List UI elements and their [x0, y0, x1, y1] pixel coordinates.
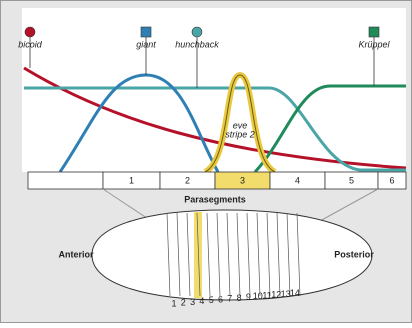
segment-number: 6	[218, 294, 223, 304]
gene-marker	[141, 27, 151, 37]
parasegment-label: 2	[185, 175, 190, 185]
parasegments-title: Parasegments	[184, 194, 246, 204]
figure: evestripe 2bicoidgianthunchbackKrüppel 1…	[0, 0, 412, 323]
posterior-label: Posterior	[334, 249, 374, 259]
segment-number: 1	[171, 298, 176, 308]
embryo-outline	[92, 210, 372, 300]
anterior-label: Anterior	[58, 249, 94, 259]
parasegment-label: 6	[389, 175, 394, 185]
segment-number: 2	[181, 298, 186, 308]
parasegment-label: 5	[349, 175, 354, 185]
segment-number: 7	[227, 294, 232, 304]
segment-number: 8	[237, 293, 242, 303]
segment-number: 3	[190, 297, 195, 307]
gene-label: bicoid	[18, 39, 43, 49]
segment-number: 5	[209, 295, 214, 305]
expression-panel	[22, 8, 406, 172]
segment-number: 14	[290, 288, 300, 298]
eve-stripe	[194, 212, 202, 298]
parasegment-bar: 1 2 3 4 5 6	[28, 172, 406, 189]
gene-marker	[192, 27, 202, 37]
gene-marker	[369, 27, 379, 37]
segment-number: 10	[253, 291, 263, 301]
parasegment-label: 1	[129, 175, 134, 185]
gene-label: hunchback	[175, 39, 219, 49]
segment-number: 11	[262, 290, 271, 300]
gene-marker	[25, 27, 35, 37]
gene-label: giant	[136, 39, 156, 49]
segment-number: 4	[199, 296, 204, 306]
parasegment-label: 4	[295, 175, 300, 185]
parasegment-label: 3	[240, 175, 245, 185]
gene-label: Krüppel	[358, 39, 390, 49]
segment-number: 9	[246, 292, 251, 302]
parasegment-cell	[28, 172, 103, 189]
eve-label: stripe 2	[225, 129, 255, 139]
